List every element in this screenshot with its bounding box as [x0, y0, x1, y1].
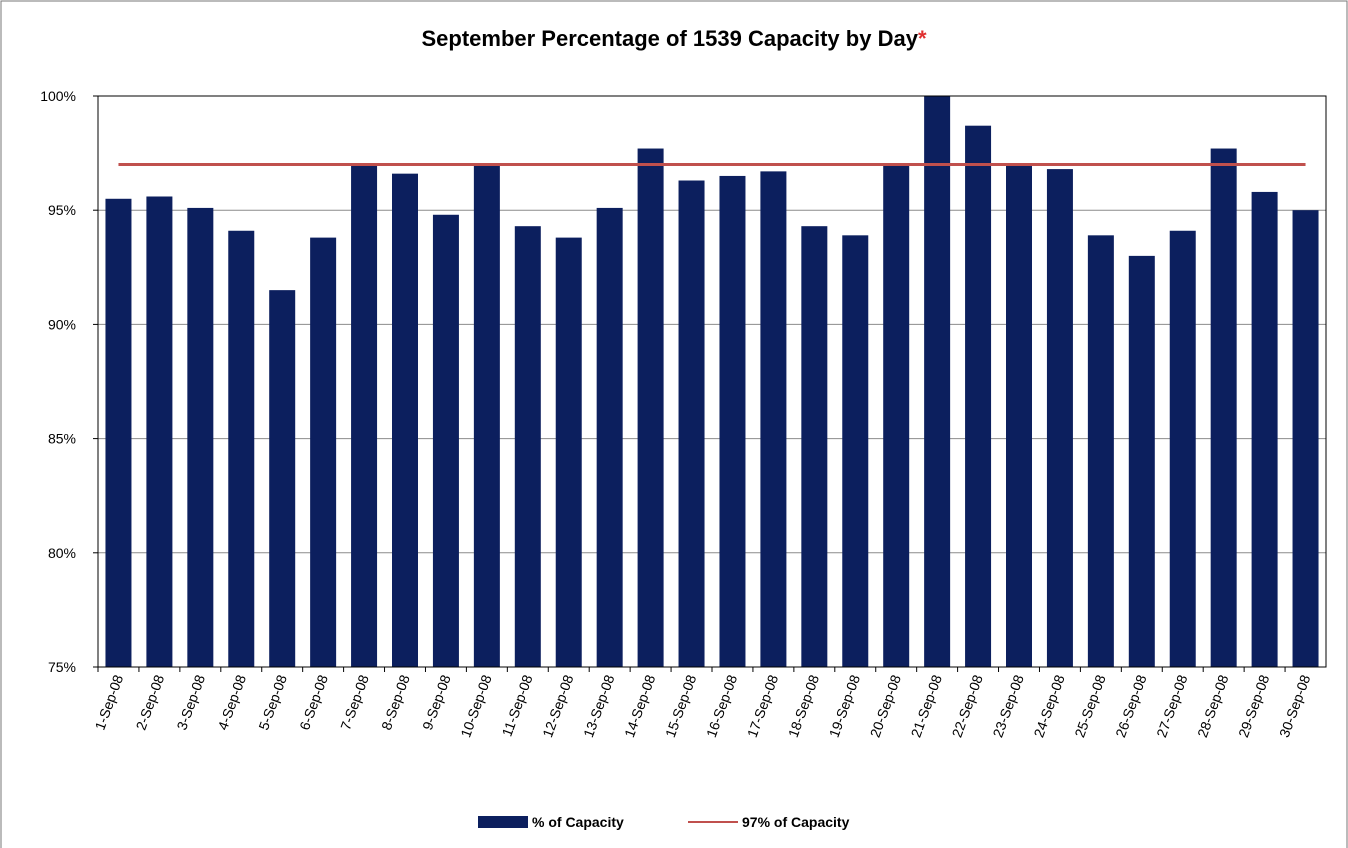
bar: [1169, 230, 1196, 668]
bar: [514, 226, 541, 668]
legend-label: % of Capacity: [532, 814, 624, 830]
bar: [596, 207, 623, 667]
bar: [1210, 148, 1237, 668]
bar: [924, 96, 951, 667]
bar: [555, 237, 582, 667]
bar: [1087, 235, 1114, 667]
y-tick-label: 80%: [48, 545, 76, 561]
bar: [1292, 210, 1319, 667]
legend-label: 97% of Capacity: [742, 814, 850, 830]
chart-title: September Percentage of 1539 Capacity by…: [421, 26, 926, 51]
bar: [637, 148, 664, 668]
bar: [105, 198, 132, 667]
y-tick-label: 100%: [40, 88, 76, 104]
bar: [146, 196, 173, 667]
bar: [269, 290, 296, 667]
bar: [1128, 255, 1155, 667]
bar: [842, 235, 869, 667]
bar: [228, 230, 255, 668]
bar: [1006, 164, 1032, 667]
bar: [392, 173, 418, 667]
plot-area: [98, 96, 1326, 667]
y-tick-label: 75%: [48, 659, 76, 675]
bar: [883, 164, 910, 667]
bar: [801, 226, 828, 668]
bar: [351, 164, 378, 667]
bar: [473, 164, 500, 667]
legend-swatch: [478, 816, 528, 828]
bar: [1251, 191, 1278, 668]
y-tick-label: 95%: [48, 202, 76, 218]
title-text: September Percentage of 1539 Capacity by…: [421, 26, 918, 51]
title-note: *: [918, 26, 927, 51]
y-tick-label: 90%: [48, 316, 76, 332]
bar: [719, 175, 746, 667]
bar: [432, 214, 459, 667]
bar: [678, 180, 705, 667]
bar: [187, 207, 214, 667]
bar: [1046, 169, 1073, 667]
bar: [760, 171, 787, 667]
bar: [965, 125, 992, 667]
bar: [310, 237, 337, 667]
y-tick-label: 85%: [48, 431, 76, 447]
